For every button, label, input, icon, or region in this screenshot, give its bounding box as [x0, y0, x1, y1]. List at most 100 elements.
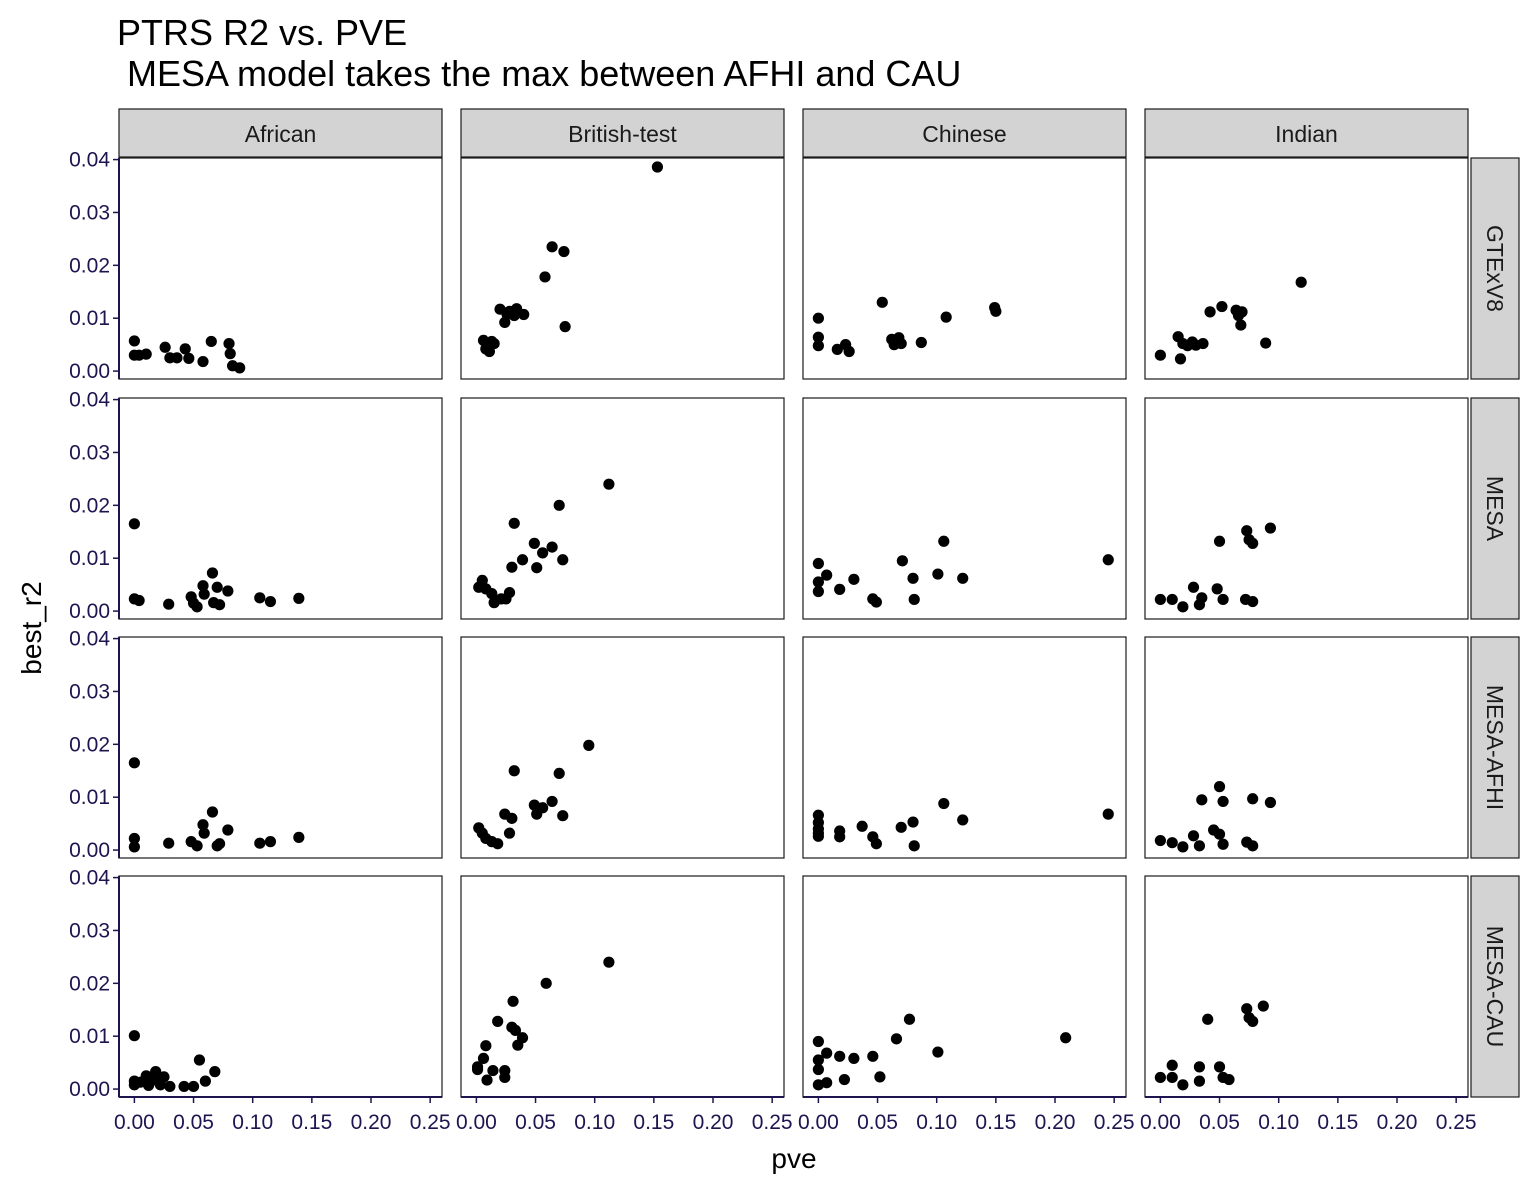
data-point-mesa-afhi-indian — [1154, 834, 1166, 847]
panel-gtexv8-british-test — [460, 157, 785, 380]
data-point-mesa-african — [211, 581, 223, 593]
data-point-mesa-african — [206, 567, 219, 579]
data-point-gtexv8-chinese — [843, 345, 855, 358]
data-point-mesa-afhi-african — [293, 831, 305, 843]
data-point-mesa-afhi-chinese — [812, 830, 824, 842]
data-point-mesa-afhi-indian — [1196, 794, 1208, 806]
data-point-mesa-indian — [1196, 592, 1208, 604]
data-point-mesa-african — [197, 580, 209, 592]
data-point-mesa-cau-chinese — [1060, 1032, 1072, 1044]
data-point-mesa-british-test — [546, 541, 558, 553]
data-point-gtexv8-indian — [1260, 337, 1272, 349]
data-point-mesa-british-test — [506, 561, 518, 573]
data-point-gtexv8-chinese — [940, 311, 952, 323]
data-point-gtexv8-chinese — [812, 340, 824, 352]
y-tick-label: 0.02 — [69, 254, 110, 277]
data-point-mesa-cau-indian — [1193, 1061, 1206, 1073]
data-point-mesa-indian — [1187, 581, 1200, 593]
data-point-mesa-cau-african — [199, 1075, 211, 1087]
data-point-mesa-cau-chinese — [867, 1050, 879, 1062]
x-tick-label: 0.20 — [1377, 1111, 1418, 1134]
column-strip-british-test — [460, 108, 785, 158]
row-strip-mesa-afhi — [1470, 636, 1520, 859]
y-tick-label: 0.00 — [69, 360, 110, 383]
data-point-gtexv8-chinese — [990, 305, 1002, 317]
data-point-mesa-afhi-chinese — [895, 821, 907, 833]
data-point-mesa-afhi-british-test — [546, 795, 558, 808]
data-point-gtexv8-indian — [1197, 337, 1209, 350]
row-strip-gtexv8 — [1470, 157, 1520, 380]
data-point-mesa-afhi-british-test — [553, 767, 565, 780]
x-tick-label: 0.00 — [1140, 1111, 1181, 1134]
y-tick-label: 0.01 — [69, 1025, 110, 1048]
row-strip-mesa — [1470, 397, 1520, 620]
panel-mesa-cau-chinese — [802, 875, 1127, 1098]
x-tick-label: 0.00 — [456, 1111, 497, 1134]
x-tick-label: 0.15 — [975, 1111, 1016, 1134]
x-tick-label: 0.05 — [1199, 1111, 1240, 1134]
data-point-mesa-afhi-chinese — [908, 840, 920, 852]
data-point-mesa-cau-british-test — [487, 1064, 499, 1077]
column-strip-label-indian: Indian — [1275, 121, 1338, 147]
data-point-mesa-afhi-african — [197, 819, 209, 831]
data-point-gtexv8-chinese — [812, 331, 824, 343]
data-point-mesa-british-test — [476, 574, 488, 587]
y-tick-label: 0.02 — [69, 733, 110, 756]
data-point-gtexv8-british-test — [546, 241, 558, 253]
row-strip-label-mesa: MESA — [1482, 476, 1508, 542]
data-point-mesa-chinese — [938, 535, 950, 547]
data-point-mesa-chinese — [870, 596, 882, 608]
column-strip-chinese — [802, 108, 1127, 158]
data-point-mesa-indian — [1166, 593, 1178, 606]
data-point-mesa-cau-indian — [1166, 1059, 1178, 1071]
panel-mesa-indian — [1144, 397, 1469, 620]
data-point-gtexv8-chinese — [812, 312, 824, 324]
data-point-mesa-cau-indian — [1193, 1075, 1206, 1087]
data-point-gtexv8-african — [159, 341, 171, 353]
y-tick-label: 0.01 — [69, 786, 110, 809]
data-point-mesa-indian — [1264, 522, 1277, 534]
x-tick-label: 0.20 — [351, 1111, 392, 1134]
data-point-mesa-cau-british-test — [603, 956, 615, 968]
data-point-mesa-afhi-indian — [1213, 828, 1226, 840]
data-point-mesa-chinese — [834, 583, 846, 595]
data-point-mesa-afhi-indian — [1247, 793, 1259, 805]
data-point-mesa-afhi-british-test — [492, 838, 504, 850]
data-point-mesa-afhi-chinese — [870, 838, 882, 850]
data-point-mesa-british-test — [537, 547, 549, 559]
data-point-mesa-african — [254, 592, 266, 604]
data-point-mesa-afhi-indian — [1166, 837, 1178, 849]
data-point-gtexv8-british-test — [518, 308, 530, 321]
data-point-mesa-afhi-chinese — [1102, 808, 1114, 820]
data-point-gtexv8-british-test — [558, 245, 570, 258]
y-tick-label: 0.03 — [69, 201, 110, 224]
panel-gtexv8-chinese — [802, 157, 1127, 380]
panel-mesa-cau-indian — [1144, 875, 1469, 1098]
column-strip-label-chinese: Chinese — [922, 121, 1006, 147]
x-axis-title: pve — [771, 1143, 816, 1174]
data-point-mesa-afhi-british-test — [537, 802, 549, 814]
data-point-mesa-cau-indian — [1154, 1071, 1166, 1084]
data-point-mesa-afhi-british-test — [503, 827, 516, 839]
data-point-mesa-afhi-african — [222, 824, 234, 836]
data-point-mesa-afhi-british-test — [508, 765, 520, 777]
data-point-mesa-indian — [1213, 535, 1226, 547]
data-point-mesa-british-test — [516, 554, 529, 566]
data-point-mesa-indian — [1217, 593, 1229, 606]
data-point-gtexv8-african — [140, 348, 152, 360]
data-point-gtexv8-indian — [1204, 306, 1216, 318]
data-point-mesa-cau-african — [187, 1080, 200, 1093]
data-point-mesa-afhi-indian — [1247, 840, 1259, 852]
data-point-mesa-cau-british-test — [499, 1071, 511, 1084]
data-point-gtexv8-british-test — [559, 321, 571, 333]
data-point-mesa-british-test — [528, 537, 540, 549]
data-point-mesa-cau-chinese — [890, 1033, 903, 1045]
data-point-mesa-chinese — [907, 572, 919, 584]
data-point-mesa-cau-chinese — [838, 1073, 851, 1086]
data-point-mesa-cau-african — [193, 1054, 206, 1066]
data-point-mesa-afhi-african — [213, 838, 226, 850]
x-tick-label: 0.15 — [633, 1111, 674, 1134]
data-point-mesa-chinese — [848, 573, 860, 585]
data-point-mesa-cau-indian — [1213, 1061, 1226, 1073]
x-tick-label: 0.25 — [752, 1111, 793, 1134]
